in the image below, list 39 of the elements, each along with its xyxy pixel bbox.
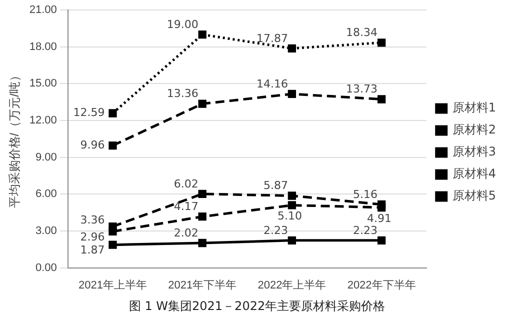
data-label: 18.34 [346, 26, 378, 40]
legend-label: 原材料1 [452, 100, 496, 115]
data-label: 1.87 [80, 244, 105, 257]
data-label: 3.36 [80, 213, 105, 226]
data-label: 4.17 [174, 200, 198, 213]
data-label: 2.96 [80, 230, 105, 244]
data-label: 6.02 [174, 177, 198, 190]
data-label: 17.87 [256, 32, 288, 45]
legend-label: 原材料2 [452, 122, 496, 137]
legend-label: 原材料3 [452, 144, 496, 159]
y-tick-label: 0.00 [36, 262, 57, 274]
x-tick-label: 2021年下半年 [168, 278, 237, 292]
y-tick-label: 3.00 [36, 225, 57, 238]
y-tick-label: 6.00 [36, 188, 57, 200]
data-label: 13.36 [166, 87, 198, 100]
data-label: 9.96 [80, 138, 105, 152]
data-label: 12.59 [73, 106, 105, 120]
y-tick-label: 15.00 [29, 78, 57, 90]
y-tick-label: 9.00 [36, 151, 57, 164]
data-label: 5.16 [353, 188, 378, 201]
data-label: 13.73 [346, 82, 378, 96]
data-label: 5.87 [263, 179, 288, 192]
legend-label: 原材料4 [452, 166, 496, 181]
data-label: 5.10 [277, 210, 302, 223]
data-label: 2.23 [353, 224, 378, 237]
text: 图 1 W集团2021－2022年主要原材料采购价格 [128, 298, 386, 315]
data-label: 14.16 [256, 77, 288, 90]
y-axis-title: 平均采购价格/（万元/吨） [8, 70, 22, 208]
data-label: 19.00 [166, 18, 198, 31]
x-tick-label: 2022年下半年 [347, 278, 416, 292]
y-tick-label: 12.00 [29, 114, 57, 127]
data-label: 2.02 [174, 226, 198, 240]
legend-label: 原材料5 [452, 188, 496, 203]
y-tick-label: 21.00 [29, 4, 57, 16]
data-label: 4.91 [367, 212, 392, 225]
x-tick-label: 2021年上半年 [78, 278, 147, 292]
y-tick-label: 18.00 [29, 40, 57, 53]
x-tick-label: 2022年上半年 [258, 278, 326, 292]
data-label: 2.23 [263, 224, 288, 237]
